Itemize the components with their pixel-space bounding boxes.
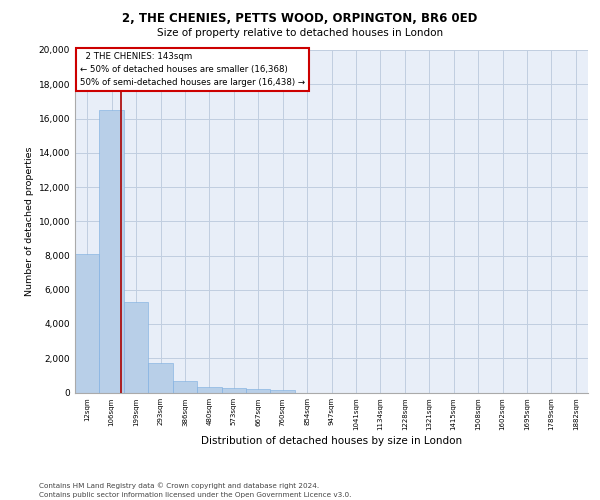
Bar (246, 389, 271, 392)
Bar (100, 110, 124, 393)
Bar (173, 380, 197, 392)
Text: Contains HM Land Registry data © Crown copyright and database right 2024.: Contains HM Land Registry data © Crown c… (39, 482, 319, 489)
Y-axis label: Number of detached properties: Number of detached properties (25, 146, 34, 296)
X-axis label: Distribution of detached houses by size in London: Distribution of detached houses by size … (201, 436, 462, 446)
Bar (148, 362, 173, 392)
Text: Size of property relative to detached houses in London: Size of property relative to detached ho… (157, 28, 443, 38)
Bar (271, 390, 295, 392)
Bar (75, 254, 100, 392)
Bar (124, 302, 148, 392)
Bar (197, 386, 221, 392)
Text: Contains public sector information licensed under the Open Government Licence v3: Contains public sector information licen… (39, 492, 352, 498)
Bar (221, 388, 246, 392)
Text: 2 THE CHENIES: 143sqm
← 50% of detached houses are smaller (16,368)
50% of semi-: 2 THE CHENIES: 143sqm ← 50% of detached … (80, 52, 305, 87)
Text: 2, THE CHENIES, PETTS WOOD, ORPINGTON, BR6 0ED: 2, THE CHENIES, PETTS WOOD, ORPINGTON, B… (122, 12, 478, 26)
